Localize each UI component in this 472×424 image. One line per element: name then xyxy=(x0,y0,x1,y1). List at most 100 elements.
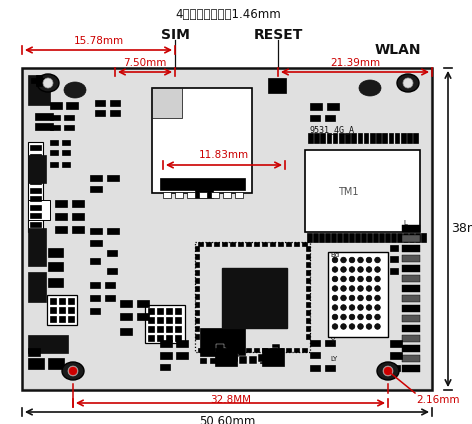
Bar xyxy=(166,317,172,323)
Bar xyxy=(373,233,378,242)
Bar xyxy=(270,348,275,352)
Bar xyxy=(176,340,188,347)
Ellipse shape xyxy=(397,74,419,92)
Bar xyxy=(31,78,47,83)
Bar xyxy=(195,278,199,283)
Bar xyxy=(90,175,102,181)
Bar xyxy=(50,150,58,155)
Bar xyxy=(59,316,65,322)
Bar xyxy=(152,88,252,193)
Bar xyxy=(120,328,132,335)
Bar xyxy=(367,233,371,242)
Bar xyxy=(390,340,402,347)
Bar xyxy=(327,103,339,110)
Text: Y: Y xyxy=(330,338,334,344)
Text: 32.8MM: 32.8MM xyxy=(210,395,251,405)
Bar xyxy=(35,123,53,130)
Bar xyxy=(148,317,154,323)
Bar xyxy=(50,140,58,145)
Bar xyxy=(270,348,278,356)
Bar xyxy=(90,258,100,264)
Text: 3V3: 3V3 xyxy=(29,340,43,349)
Bar xyxy=(355,233,360,242)
Text: 9531_4G_A: 9531_4G_A xyxy=(310,125,355,134)
Bar xyxy=(385,233,389,242)
Bar xyxy=(306,286,310,291)
Bar xyxy=(50,102,62,109)
Bar xyxy=(249,356,257,364)
Bar xyxy=(262,242,267,246)
Bar xyxy=(28,155,46,183)
Bar xyxy=(90,308,100,314)
Bar xyxy=(36,75,42,86)
Bar xyxy=(222,268,287,328)
Circle shape xyxy=(358,276,363,282)
Bar xyxy=(278,242,283,246)
Bar xyxy=(59,307,65,313)
Bar xyxy=(64,115,74,120)
Bar xyxy=(395,133,399,143)
Bar xyxy=(238,242,243,246)
Bar xyxy=(320,133,325,143)
Bar xyxy=(66,102,78,109)
Bar xyxy=(90,228,102,234)
Bar xyxy=(175,192,183,198)
Bar xyxy=(402,295,420,302)
Ellipse shape xyxy=(359,80,381,96)
Bar xyxy=(176,352,188,359)
Circle shape xyxy=(375,276,380,282)
Circle shape xyxy=(383,366,393,376)
Bar xyxy=(30,170,41,176)
Bar xyxy=(50,115,60,120)
Circle shape xyxy=(375,295,380,301)
Bar xyxy=(175,317,181,323)
Text: TM1: TM1 xyxy=(338,187,358,197)
Bar xyxy=(250,358,256,363)
Bar xyxy=(246,242,251,246)
Bar xyxy=(306,262,310,267)
Bar xyxy=(145,305,185,343)
Text: 11.83mm: 11.83mm xyxy=(199,150,249,160)
Bar xyxy=(402,335,420,342)
Bar xyxy=(343,233,347,242)
Circle shape xyxy=(349,257,355,263)
Bar xyxy=(157,326,163,332)
Bar xyxy=(240,358,246,363)
Bar xyxy=(148,326,154,332)
Bar xyxy=(325,233,329,242)
Bar xyxy=(254,348,259,352)
Bar xyxy=(200,358,206,363)
Circle shape xyxy=(341,314,346,320)
Bar xyxy=(166,308,172,314)
Bar xyxy=(152,88,182,118)
Circle shape xyxy=(358,295,363,301)
Circle shape xyxy=(332,305,338,310)
Bar xyxy=(230,242,235,246)
Bar xyxy=(62,140,70,145)
Bar xyxy=(72,226,84,233)
Bar xyxy=(331,233,336,242)
Bar xyxy=(310,103,322,110)
Bar xyxy=(50,316,56,322)
Bar xyxy=(218,348,226,356)
Bar xyxy=(68,298,74,304)
Bar xyxy=(222,348,227,352)
Bar xyxy=(195,286,199,291)
Bar xyxy=(175,326,181,332)
Bar xyxy=(402,305,420,312)
Bar xyxy=(28,272,46,302)
Bar xyxy=(166,335,172,341)
Bar xyxy=(351,133,356,143)
Bar xyxy=(239,356,247,364)
Bar xyxy=(160,178,245,190)
Bar xyxy=(120,313,132,320)
Bar xyxy=(187,192,195,198)
Circle shape xyxy=(332,324,338,329)
Bar xyxy=(230,354,238,363)
Bar xyxy=(215,348,237,366)
Bar xyxy=(90,295,100,301)
Ellipse shape xyxy=(377,362,399,380)
Bar xyxy=(262,348,284,366)
Bar xyxy=(148,335,154,341)
Bar xyxy=(48,358,64,369)
